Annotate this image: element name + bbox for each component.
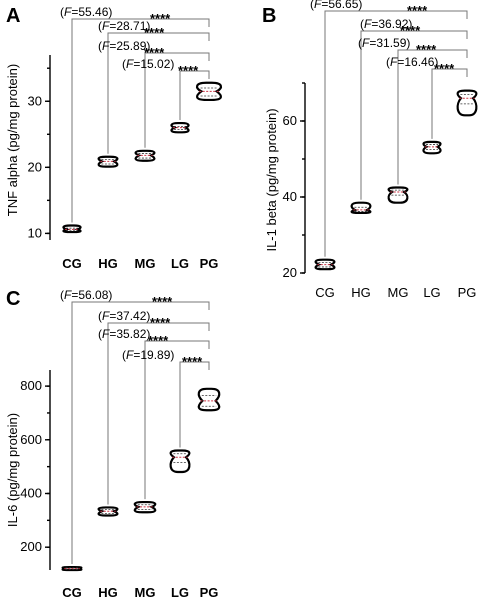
f-value: 56.65: [328, 0, 358, 11]
f-statistic: (F=37.42): [98, 309, 150, 323]
y-tick-label: 600: [20, 432, 42, 447]
x-tick-label: HG: [351, 285, 371, 300]
panel-letter: C: [6, 288, 20, 310]
y-tick-label: 40: [283, 189, 297, 204]
f-value: 28.71: [116, 19, 146, 33]
f-statistic: (F=55.46): [60, 5, 112, 19]
significance-stars: ****: [178, 63, 199, 78]
panel-c: C 200 400 600 800 IL-6 (pg/mg protein) CG HG MG L…: [5, 288, 221, 599]
significance-stars: ****: [152, 294, 173, 309]
significance-bracket: [179, 361, 210, 448]
y-tick-label: 60: [283, 113, 297, 128]
significance-bracket: [107, 32, 210, 154]
f-statistic: (F=15.02): [122, 57, 174, 71]
x-tick-label: LG: [423, 285, 440, 300]
x-tick-label: CG: [62, 585, 82, 599]
x-tick-label: CG: [315, 285, 335, 300]
x-tick-label: MG: [135, 256, 156, 271]
f-value: 37.42: [116, 309, 146, 323]
f-value: 25.89: [116, 39, 146, 53]
significance-stars: ****: [144, 25, 165, 40]
x-tick-label: MG: [135, 585, 156, 599]
f-statistic: (F=28.71): [98, 19, 150, 33]
f-statistic: (F=56.65): [310, 0, 362, 11]
significance-bracket: [431, 68, 468, 139]
y-tick-label: 400: [20, 485, 42, 500]
f-statistic: (F=36.92): [360, 17, 412, 31]
y-axis-title: TNF alpha (pg/mg protein): [5, 64, 20, 216]
panel-b: B 20 40 60 IL-1 beta (pg/mg protein) CG HG MG LG…: [262, 0, 478, 300]
significance-stars: ****: [150, 11, 171, 26]
f-value: 56.08: [78, 288, 108, 302]
y-tick-label: 20: [283, 265, 297, 280]
x-tick-label: PG: [200, 585, 219, 599]
significance-bracket: [324, 10, 468, 257]
f-statistic: (F=35.82): [98, 327, 150, 341]
y-tick-label: 20: [28, 159, 42, 174]
significance-bracket: [107, 322, 210, 505]
f-statistic: (F=31.59): [358, 36, 410, 50]
y-axis-title: IL-6 (pg/mg protein): [5, 413, 20, 527]
significance-bracket: [144, 52, 210, 148]
panel-letter: B: [262, 5, 276, 27]
significance-stars: ****: [416, 42, 437, 57]
significance-bracket: [71, 301, 210, 565]
x-tick-label: PG: [458, 285, 477, 300]
x-tick-label: PG: [200, 256, 219, 271]
violin-pg: [197, 387, 221, 412]
panel-a: A 10 20 30 TNF alpha (pg/mg protein) CG HG MG LG…: [5, 5, 222, 271]
f-statistic: (F=25.89): [98, 39, 150, 53]
f-statistic: (F=16.46): [386, 55, 438, 69]
f-value: 15.02: [140, 57, 170, 71]
violin-lg: [169, 449, 191, 474]
significance-bracket: [360, 30, 468, 200]
y-tick-label: 10: [28, 225, 42, 240]
significance-stars: ****: [148, 333, 169, 348]
f-value: 36.92: [378, 17, 408, 31]
x-tick-label: HG: [98, 585, 118, 599]
significance-stars: ****: [400, 23, 421, 38]
x-tick-label: HG: [98, 256, 118, 271]
f-value: 19.89: [140, 348, 170, 362]
y-tick-label: 30: [28, 93, 42, 108]
violin-pg: [456, 89, 478, 117]
panel-letter: A: [6, 5, 20, 27]
x-tick-label: LG: [171, 585, 189, 599]
significance-bracket: [71, 18, 210, 223]
f-statistic: (F=56.08): [60, 288, 112, 302]
y-tick-label: 800: [20, 378, 42, 393]
y-tick-label: 200: [20, 539, 42, 554]
f-value: 31.59: [376, 36, 406, 50]
significance-bracket: [179, 70, 210, 121]
f-value: 16.46: [404, 55, 434, 69]
f-statistic: (F=19.89): [122, 348, 174, 362]
f-value: 55.46: [78, 5, 108, 19]
x-tick-label: MG: [388, 285, 409, 300]
significance-stars: ****: [182, 354, 203, 369]
violin-lg: [422, 140, 442, 155]
x-tick-label: CG: [62, 256, 82, 271]
violin-mg: [387, 186, 409, 204]
significance-stars: ****: [150, 315, 171, 330]
significance-stars: ****: [434, 61, 455, 76]
significance-stars: ****: [407, 3, 428, 18]
y-axis-title: IL-1 beta (pg/mg protein): [264, 108, 279, 251]
f-value: 35.82: [116, 327, 146, 341]
significance-bracket: [397, 49, 468, 185]
significance-bracket: [144, 340, 210, 500]
x-tick-label: LG: [171, 256, 189, 271]
significance-stars: ****: [144, 45, 165, 60]
